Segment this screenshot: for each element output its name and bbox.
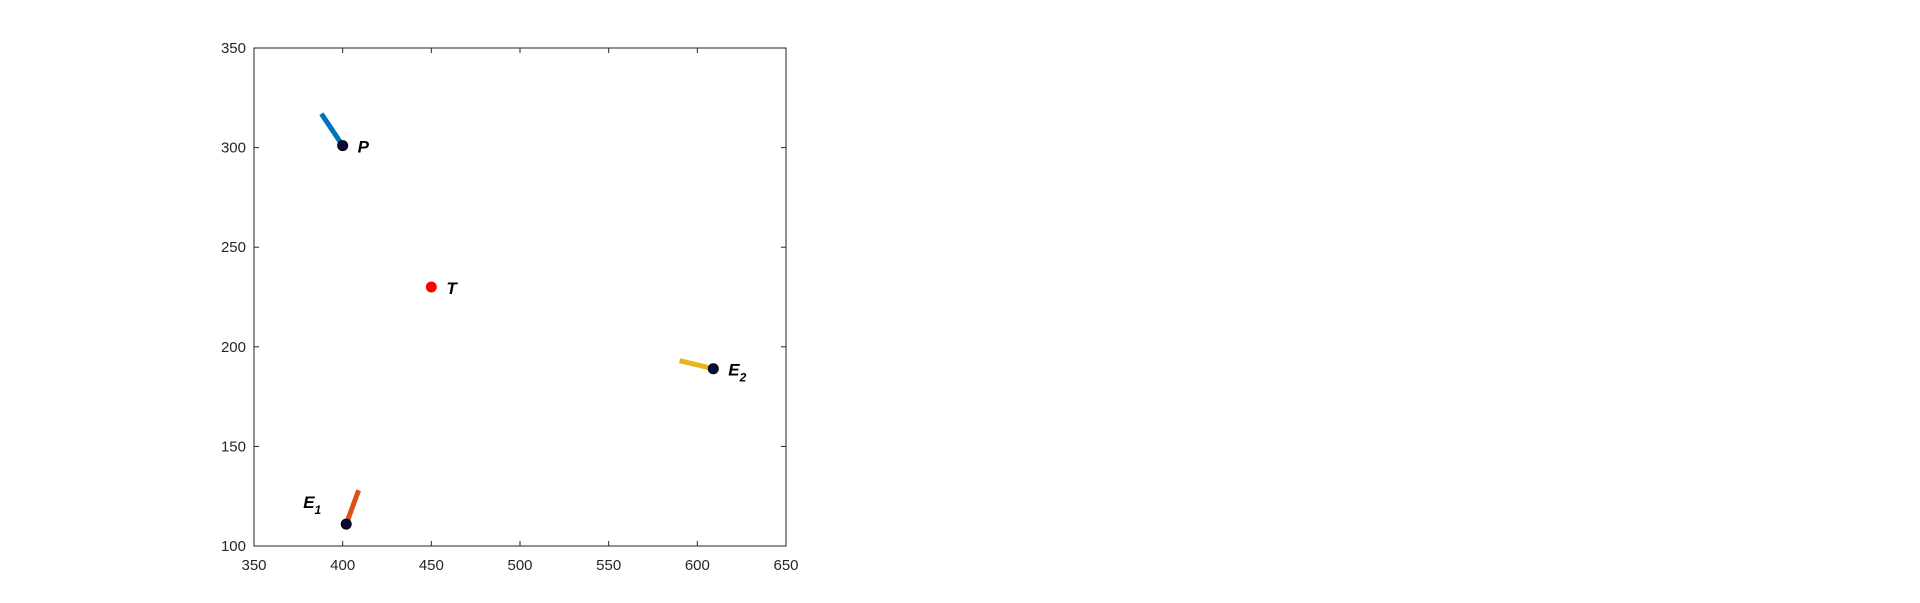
point-label-p: P xyxy=(358,138,370,157)
heading-line-e2 xyxy=(679,358,714,372)
point-label-subscript: 2 xyxy=(739,371,747,385)
point-label-subscript: 1 xyxy=(315,503,322,517)
x-tick-label: 550 xyxy=(596,557,621,574)
x-tick-label: 400 xyxy=(330,557,355,574)
data-points xyxy=(337,140,719,530)
point-e1 xyxy=(340,518,352,530)
heading-line-e1 xyxy=(343,489,361,525)
y-tick-label: 250 xyxy=(221,239,246,256)
x-tick-label: 350 xyxy=(241,557,266,574)
axis-ticks xyxy=(253,47,787,547)
y-tick-label: 150 xyxy=(221,438,246,455)
x-tick-label: 450 xyxy=(419,557,444,574)
y-tick-label: 300 xyxy=(221,140,246,157)
x-tick-label: 600 xyxy=(685,557,710,574)
point-t xyxy=(425,281,437,293)
point-e2 xyxy=(707,363,719,375)
point-label-t: T xyxy=(446,279,458,298)
y-tick-label: 200 xyxy=(221,339,246,356)
plot-area xyxy=(253,47,787,547)
x-tick-label: 500 xyxy=(507,557,532,574)
point-p xyxy=(337,140,349,152)
heading-lines xyxy=(319,112,714,525)
y-tick-label: 100 xyxy=(221,538,246,555)
x-tick-label: 650 xyxy=(773,557,798,574)
heading-line-p xyxy=(319,112,345,147)
y-tick-label: 350 xyxy=(221,40,246,57)
axis-tick-labels: 350 400 450 500 550 600 650 100 150 200 250 300 350 xyxy=(221,40,799,574)
